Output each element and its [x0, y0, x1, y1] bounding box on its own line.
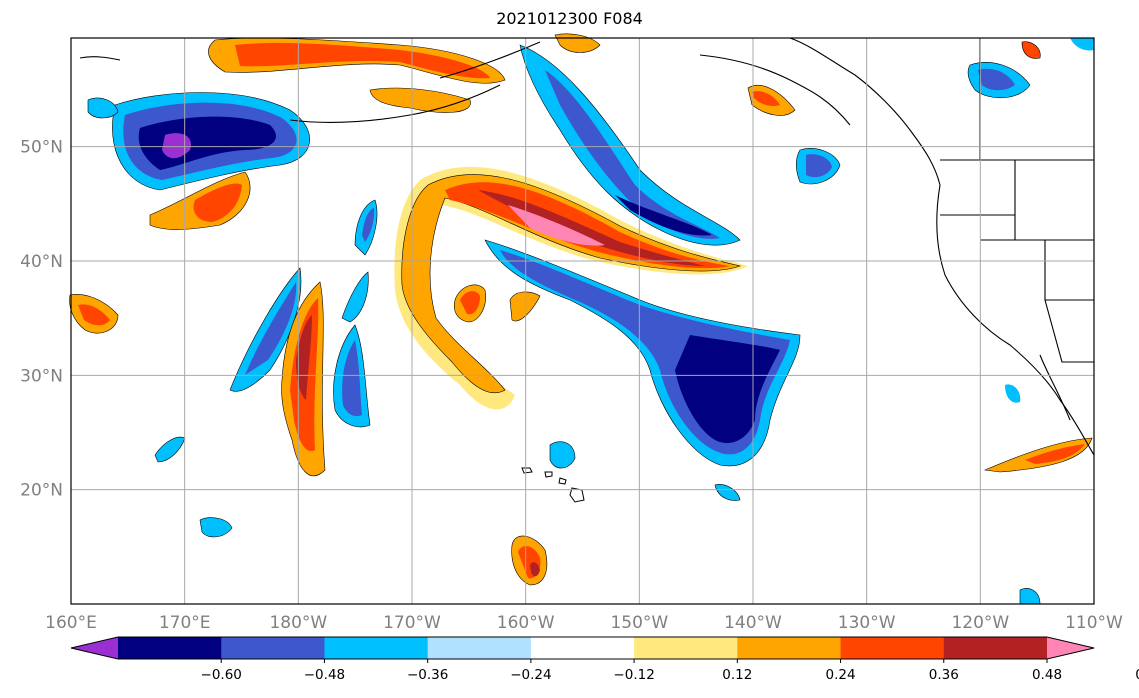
x-tick-label: 110°W — [1065, 613, 1123, 633]
colorbar-segment — [943, 637, 1048, 659]
map-frame — [70, 37, 1095, 605]
colorbar-label: 0.60 — [1135, 667, 1139, 683]
colorbar: −0.60 −0.48 −0.36 −0.24 −0.12 0.12 0.24 0.36 0.4… — [70, 636, 1139, 683]
colorbar-segment — [118, 637, 222, 659]
colorbar-label: −0.12 — [613, 667, 654, 683]
colorbar-label: −0.24 — [510, 667, 551, 683]
x-tick-label: 140°W — [724, 613, 782, 633]
coastlines — [79, 37, 1095, 456]
x-tick-label: 120°W — [951, 613, 1009, 633]
colorbar-label: −0.48 — [304, 667, 345, 683]
x-tick-label: 150°W — [610, 613, 668, 633]
x-tick-label: 130°W — [838, 613, 896, 633]
y-tick-label: 20°N — [20, 481, 63, 501]
colorbar-segment — [634, 637, 738, 659]
x-tick-label: 160°W — [497, 613, 555, 633]
negative-trough-gulf-of-alaska — [519, 44, 741, 246]
y-tick-label: 50°N — [20, 138, 63, 158]
x-tick-labels: 160°E 170°E 180°W 170°W 160°W 150°W 140°W 130°W… — [45, 613, 1123, 633]
x-tick-label: 180°W — [269, 613, 327, 633]
x-tick-label: 160°E — [45, 613, 97, 633]
colorbar-segment — [324, 637, 429, 659]
colorbar-label: 0.48 — [1032, 667, 1062, 683]
colorbar-label: −0.60 — [201, 667, 242, 683]
colorbar-extend-min — [71, 637, 118, 659]
colorbar-segment — [530, 637, 635, 659]
y-tick-label: 40°N — [20, 252, 63, 272]
hawaii-islands — [521, 467, 585, 503]
gridlines — [71, 38, 1094, 604]
y-tick-label: 30°N — [20, 366, 63, 386]
colorbar-segment — [840, 637, 945, 659]
x-tick-label: 170°W — [383, 613, 441, 633]
colorbar-label: 0.24 — [826, 667, 856, 683]
anomaly-field — [69, 33, 1094, 605]
colorbar-segment — [427, 637, 532, 659]
colorbar-label: 0.12 — [722, 667, 752, 683]
colorbar-segment — [221, 637, 325, 659]
colorbar-segment — [737, 637, 842, 659]
colorbar-label: 0.36 — [929, 667, 959, 683]
colorbar-outline — [70, 636, 1095, 660]
y-tick-labels: 20°N 30°N 40°N 50°N — [20, 138, 63, 501]
colorbar-label: −0.36 — [407, 667, 448, 683]
colorbar-extend-max — [1047, 637, 1094, 659]
map-title: 2021012300 F084 — [496, 9, 643, 28]
x-tick-label: 170°E — [159, 613, 211, 633]
